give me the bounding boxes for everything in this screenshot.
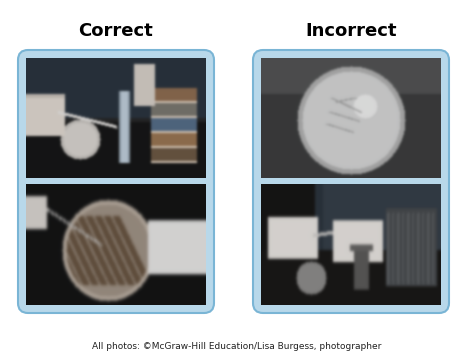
FancyBboxPatch shape [18, 50, 214, 313]
FancyBboxPatch shape [253, 50, 449, 313]
Text: All photos: ©McGraw-Hill Education/Lisa Burgess, photographer: All photos: ©McGraw-Hill Education/Lisa … [92, 342, 382, 351]
Text: Incorrect: Incorrect [305, 22, 397, 40]
Text: Correct: Correct [79, 22, 154, 40]
